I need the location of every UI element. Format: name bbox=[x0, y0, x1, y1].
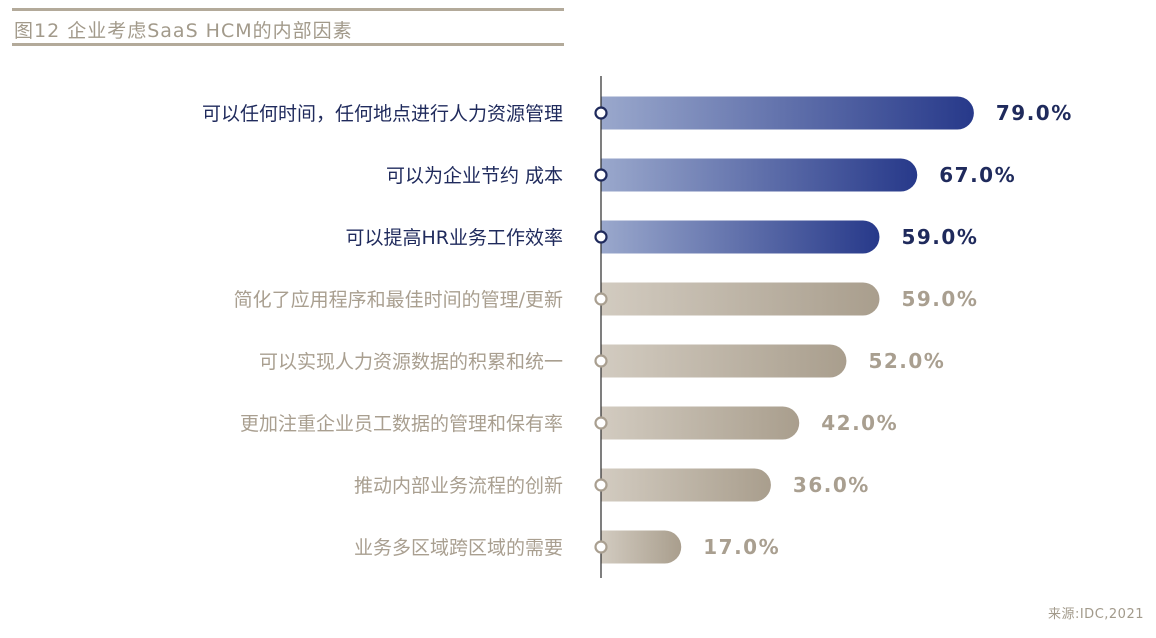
bar-8 bbox=[601, 530, 682, 564]
axis-marker-5 bbox=[594, 354, 608, 368]
axis-marker-3 bbox=[594, 230, 608, 244]
bar-1 bbox=[601, 96, 974, 130]
category-label-3: 可以提高HR业务工作效率 bbox=[346, 227, 564, 249]
category-label-4: 简化了应用程序和最佳时间的管理/更新 bbox=[234, 289, 563, 311]
value-label-4: 59.0% bbox=[901, 287, 978, 311]
category-label-5: 可以实现人力资源数据的积累和统一 bbox=[259, 351, 563, 373]
value-label-1: 79.0% bbox=[996, 101, 1073, 125]
chart-title: 图12 企业考虑SaaS HCM的内部因素 bbox=[14, 20, 353, 42]
title-frame: 图12 企业考虑SaaS HCM的内部因素 bbox=[12, 8, 564, 46]
axis-marker-2 bbox=[594, 168, 608, 182]
category-label-1: 可以任何时间，任何地点进行人力资源管理 bbox=[202, 103, 563, 125]
bar-3 bbox=[601, 220, 880, 254]
value-label-6: 42.0% bbox=[821, 411, 898, 435]
value-label-2: 67.0% bbox=[939, 163, 1016, 187]
source-note: 来源:IDC,2021 bbox=[1047, 607, 1144, 622]
bar-6 bbox=[601, 406, 800, 440]
axis-marker-6 bbox=[594, 416, 608, 430]
bar-7 bbox=[601, 468, 771, 502]
bar-5 bbox=[601, 344, 847, 378]
value-label-7: 36.0% bbox=[793, 473, 870, 497]
bar-2 bbox=[601, 158, 918, 192]
value-label-3: 59.0% bbox=[901, 225, 978, 249]
axis-marker-8 bbox=[594, 540, 608, 554]
bar-4 bbox=[601, 282, 880, 316]
category-label-8: 业务多区域跨区域的需要 bbox=[354, 537, 563, 559]
category-label-7: 推动内部业务流程的创新 bbox=[354, 475, 563, 497]
axis-marker-4 bbox=[594, 292, 608, 306]
category-label-6: 更加注重企业员工数据的管理和保有率 bbox=[240, 413, 563, 435]
category-label-2: 可以为企业节约 成本 bbox=[386, 165, 563, 187]
axis-marker-7 bbox=[594, 478, 608, 492]
value-label-8: 17.0% bbox=[703, 535, 780, 559]
axis-marker-1 bbox=[594, 106, 608, 120]
value-label-5: 52.0% bbox=[868, 349, 945, 373]
